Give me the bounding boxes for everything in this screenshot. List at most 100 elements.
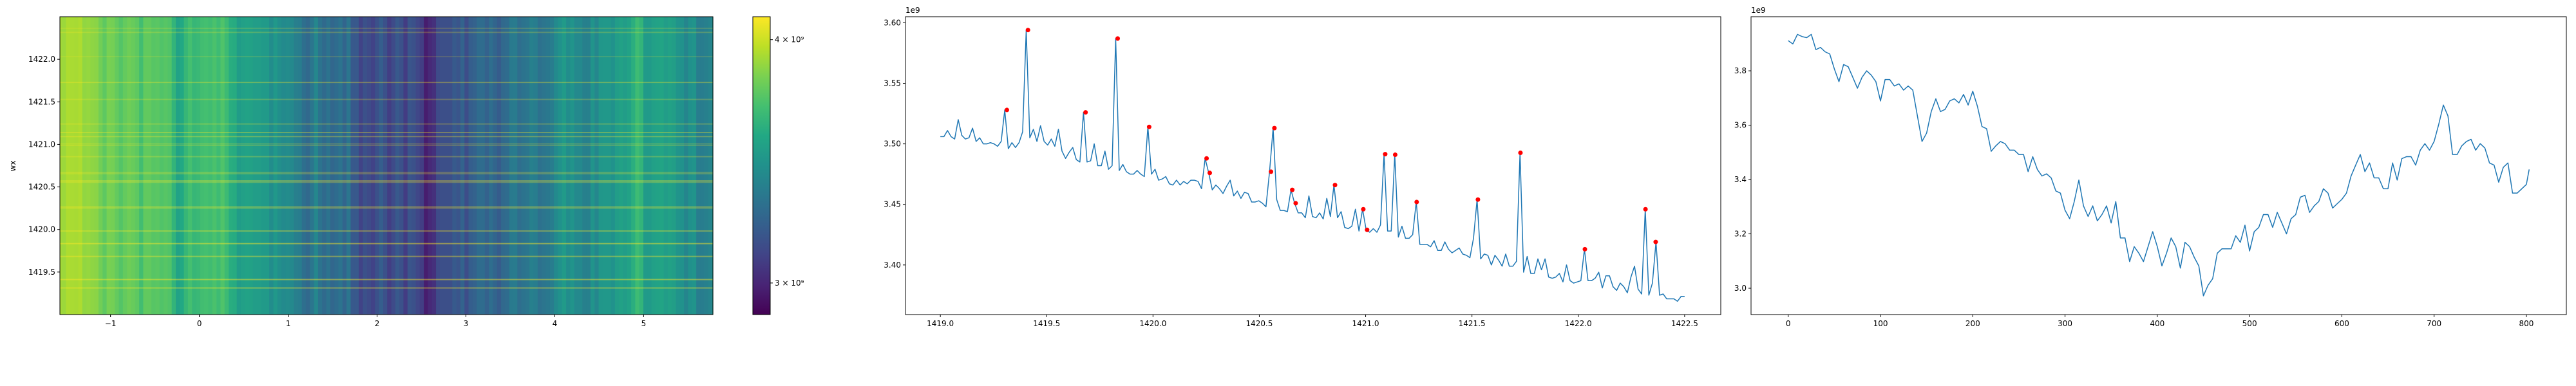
heatmap-column (676, 17, 681, 315)
heatmap-xtick-label: 2 (375, 319, 380, 328)
heatmap-column (90, 17, 95, 315)
heatmap-column (436, 17, 440, 315)
heatmap-column (537, 17, 542, 315)
heatmap-column (582, 17, 587, 315)
heatmap-column (655, 17, 660, 315)
heatmap-column (164, 17, 168, 315)
heatmap-column (240, 17, 245, 315)
heatmap-axes: −1 0 1 2 3 4 5 1419.5 1420.0 1420.5 1421.0 1421.5 14… (8, 16, 714, 328)
peak-line-axes: 1419.0 1419.5 1420.0 1420.5 1421.0 1421.5 1422… (884, 6, 1721, 328)
peak-chart-xtick-label: 1421.0 (1352, 319, 1379, 328)
heatmap-bright-row (60, 56, 713, 58)
heatmap-column (131, 17, 136, 315)
heatmap-column (464, 17, 469, 315)
heatmap-column (167, 17, 173, 315)
heatmap-column (712, 17, 714, 315)
heatmap-bright-row (60, 287, 713, 289)
heatmap-column (212, 17, 217, 315)
heatmap-column (127, 17, 132, 315)
heatmap-column (586, 17, 591, 315)
heatmap-column (509, 17, 514, 315)
heatmap-column (70, 17, 75, 315)
heatmap-column (314, 17, 319, 315)
heatmap-ytick-label: 1419.5 (28, 268, 55, 277)
heatmap-column (269, 17, 274, 315)
peak-chart-ytick-label: 3.55 (884, 79, 901, 88)
heatmap-bright-row (60, 255, 713, 257)
heatmap-bright-row (60, 243, 713, 244)
peak-marker (1290, 187, 1295, 192)
heatmap-column (208, 17, 213, 315)
heatmap-column (684, 17, 689, 315)
heatmap-column (391, 17, 396, 315)
heatmap-column (448, 17, 453, 315)
heatmap-column (419, 17, 424, 315)
heatmap-column (139, 17, 144, 315)
heatmap-column (598, 17, 603, 315)
series-chart-ytick-label: 3.2 (1734, 230, 1747, 239)
peak-marker (1643, 207, 1648, 212)
heatmap-column (440, 17, 445, 315)
heatmap-column (151, 17, 156, 315)
heatmap-column (704, 17, 709, 315)
peak-chart-xtick-label: 1422.0 (1565, 319, 1592, 328)
colorbar-tick-label: 3 × 10⁹ (775, 279, 804, 288)
heatmap-column (102, 17, 108, 315)
heatmap-column (631, 17, 636, 315)
heatmap-bright-row (60, 171, 713, 173)
peak-chart-xtick-label: 1420.5 (1245, 319, 1273, 328)
heatmap-column (558, 17, 563, 315)
heatmap-bright-row (60, 82, 713, 84)
heatmap-column (232, 17, 238, 315)
heatmap-column (431, 17, 437, 315)
peak-marker (1293, 201, 1298, 206)
heatmap-column (294, 17, 298, 315)
heatmap-column (619, 17, 624, 315)
heatmap-column (679, 17, 685, 315)
heatmap-column (110, 17, 115, 315)
peak-marker (1582, 246, 1587, 252)
heatmap-column (672, 17, 677, 315)
colorbar: 4 × 10⁹ 3 × 10⁹ (752, 16, 804, 315)
heatmap-column (184, 17, 189, 315)
heatmap-column (472, 17, 477, 315)
series-chart-offset-label: 1e9 (1751, 6, 1766, 15)
heatmap-column (338, 17, 343, 315)
peak-chart-ytick-label: 3.50 (884, 140, 901, 149)
heatmap-bright-row (60, 156, 713, 158)
heatmap-column (322, 17, 327, 315)
heatmap-column (399, 17, 404, 315)
heatmap-column (663, 17, 668, 315)
peak-chart-ytick-label: 3.45 (884, 200, 901, 209)
heatmap-column (155, 17, 160, 315)
heatmap-column (468, 17, 473, 315)
series-chart-ytick-label: 3.0 (1734, 284, 1747, 293)
heatmap-column (171, 17, 176, 315)
heatmap-column (62, 17, 67, 315)
heatmap-column (594, 17, 600, 315)
heatmap-column (614, 17, 620, 315)
heatmap-column (216, 17, 221, 315)
heatmap-xtick-label: −1 (105, 319, 117, 328)
heatmap-column (456, 17, 461, 315)
heatmap-bright-row (60, 181, 713, 183)
heatmap-column (517, 17, 522, 315)
heatmap-column (627, 17, 632, 315)
peak-marker (1115, 36, 1121, 41)
heatmap-column (383, 17, 388, 315)
heatmap-column (444, 17, 449, 315)
heatmap-column (122, 17, 128, 315)
heatmap-bright-row (60, 207, 713, 209)
heatmap-column (688, 17, 693, 315)
heatmap-column (354, 17, 359, 315)
heatmap-column (366, 17, 372, 315)
colorbar-frame (752, 16, 771, 315)
peak-marker (1272, 125, 1277, 131)
heatmap-bright-row (60, 98, 713, 100)
heatmap-column (204, 17, 209, 315)
series-chart-xtick-label: 700 (2427, 319, 2441, 328)
heatmap-xtick-label: 3 (464, 319, 469, 328)
peak-chart-series-line (940, 29, 1685, 302)
series-chart-xtick-label: 200 (1965, 319, 1980, 328)
heatmap-column (639, 17, 644, 315)
